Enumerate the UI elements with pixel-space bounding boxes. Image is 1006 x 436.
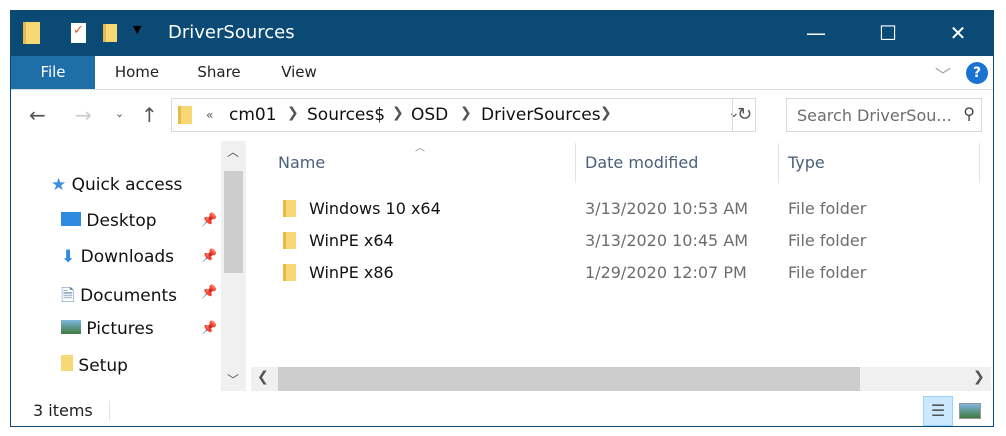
sidebar-item-label: Quick access [71,175,183,195]
forward-button[interactable]: → [75,103,92,127]
sidebar-item-label: Desktop [86,211,157,231]
minimize-button[interactable]: — [806,21,826,45]
file-row[interactable]: WinPE x86 1/29/2020 12:07 PM File folder [281,263,981,293]
scroll-up-icon[interactable]: ︿ [227,145,240,159]
new-folder-icon[interactable] [103,24,117,42]
details-view-button[interactable]: ☰ [923,396,953,426]
recent-locations-button[interactable]: ⌄ [115,107,125,120]
close-button[interactable]: ✕ [949,21,967,45]
sidebar-item-label: Setup [78,356,128,376]
file-row[interactable]: WinPE x64 3/13/2020 10:45 AM File folder [281,231,981,261]
sidebar-scrollbar[interactable]: ︿ ﹀ [221,141,246,391]
sidebar-item-label: Downloads [80,247,175,267]
refresh-icon[interactable]: ↻ [732,99,756,131]
file-date: 3/13/2020 10:53 AM [585,199,749,218]
scroll-left-icon[interactable]: ❮ [257,369,269,385]
documents-icon: 🗎 [61,286,75,306]
title-bar: ✓ ▼ DriverSources — ☐ ✕ [11,11,993,56]
address-bar[interactable]: « cm01 ❯ Sources$ ❯ OSD ❯ DriverSources … [171,98,756,132]
pin-icon[interactable]: 📌 [201,249,218,264]
sidebar-item-label: Pictures [86,319,154,339]
search-icon: ⚲ [963,104,975,123]
sidebar-item-setup[interactable]: Setup [61,355,128,376]
large-icons-view-button[interactable] [959,403,981,419]
address-dropdown-icon[interactable]: ⌄ [728,105,740,121]
pictures-icon [61,320,81,334]
crumb-osd[interactable]: OSD [411,105,449,125]
star-icon: ★ [51,175,67,195]
column-divider[interactable] [778,143,779,183]
sidebar-item-label: Documents [80,286,178,306]
sidebar-item-downloads[interactable]: ⬇ Downloads [61,247,174,267]
horizontal-scrollbar[interactable]: ❮ ❯ [251,367,991,391]
file-name: WinPE x64 [309,231,394,250]
file-name: WinPE x86 [309,263,394,282]
expand-ribbon-icon[interactable]: ﹀ [935,66,952,85]
sidebar-item-pictures[interactable]: Pictures [61,319,154,339]
file-date: 1/29/2020 12:07 PM [585,263,747,282]
folder-icon [283,264,296,281]
properties-icon[interactable]: ✓ [71,23,86,43]
folder-icon [23,22,40,44]
window-title: DriverSources [168,22,295,43]
sidebar-item-desktop[interactable]: Desktop [61,211,157,231]
folder-icon [61,355,73,371]
ribbon: File Home Share View ﹀ ? [11,56,993,90]
pin-icon[interactable]: 📌 [201,285,218,300]
file-name: Windows 10 x64 [309,199,441,218]
file-row[interactable]: Windows 10 x64 3/13/2020 10:53 AM File fol… [281,199,981,229]
search-placeholder: Search DriverSou... [797,106,952,125]
sidebar-item-quick-access[interactable]: ★ Quick access [51,175,182,195]
chevron-right-icon[interactable]: ❯ [392,105,404,121]
crumb-driversources[interactable]: DriverSources [481,105,601,125]
help-icon[interactable]: ? [966,62,988,84]
scroll-right-icon[interactable]: ❯ [973,369,985,385]
folder-icon [283,200,296,217]
status-divider [109,401,110,421]
folder-icon [283,232,296,249]
file-type: File folder [788,231,867,250]
crumb-cm01[interactable]: cm01 [229,105,277,125]
file-date: 3/13/2020 10:45 AM [585,231,749,250]
download-icon: ⬇ [61,247,76,267]
column-divider[interactable] [979,143,980,183]
column-header-type[interactable]: Type [788,153,825,172]
back-button[interactable]: ← [29,103,46,127]
file-type: File folder [788,199,867,218]
crumb-sources[interactable]: Sources$ [307,105,386,125]
column-header-name[interactable]: Name [278,153,326,172]
scrollbar-thumb[interactable] [278,367,860,391]
overflow-crumb[interactable]: « [206,108,214,122]
chevron-right-icon[interactable]: ❯ [600,105,612,121]
tab-file[interactable]: File [11,56,95,89]
status-item-count: 3 items [33,401,93,420]
tab-view[interactable]: View [281,63,317,81]
pin-icon[interactable]: 📌 [201,321,218,336]
maximize-button[interactable]: ☐ [879,21,897,45]
chevron-right-icon[interactable]: ❯ [460,105,472,121]
column-header-date[interactable]: Date modified [585,153,699,172]
search-input[interactable]: Search DriverSou... ⚲ [786,98,982,132]
folder-icon [178,106,192,124]
tab-home[interactable]: Home [114,63,160,81]
customize-toolbar-icon[interactable]: ▼ [133,23,142,36]
tab-share[interactable]: Share [197,63,241,81]
up-button[interactable]: ↑ [141,103,158,127]
column-divider[interactable] [575,143,576,183]
scroll-down-icon[interactable]: ﹀ [227,373,240,387]
sort-ascending-icon: ︿ [415,143,425,154]
scrollbar-thumb[interactable] [224,171,243,273]
file-type: File folder [788,263,867,282]
pin-icon[interactable]: 📌 [201,213,218,228]
desktop-icon [61,212,81,226]
chevron-right-icon[interactable]: ❯ [287,105,299,121]
explorer-window: ✓ ▼ DriverSources — ☐ ✕ File Home Share … [10,10,994,427]
sidebar-item-documents[interactable]: 🗎 Documents [61,283,177,312]
